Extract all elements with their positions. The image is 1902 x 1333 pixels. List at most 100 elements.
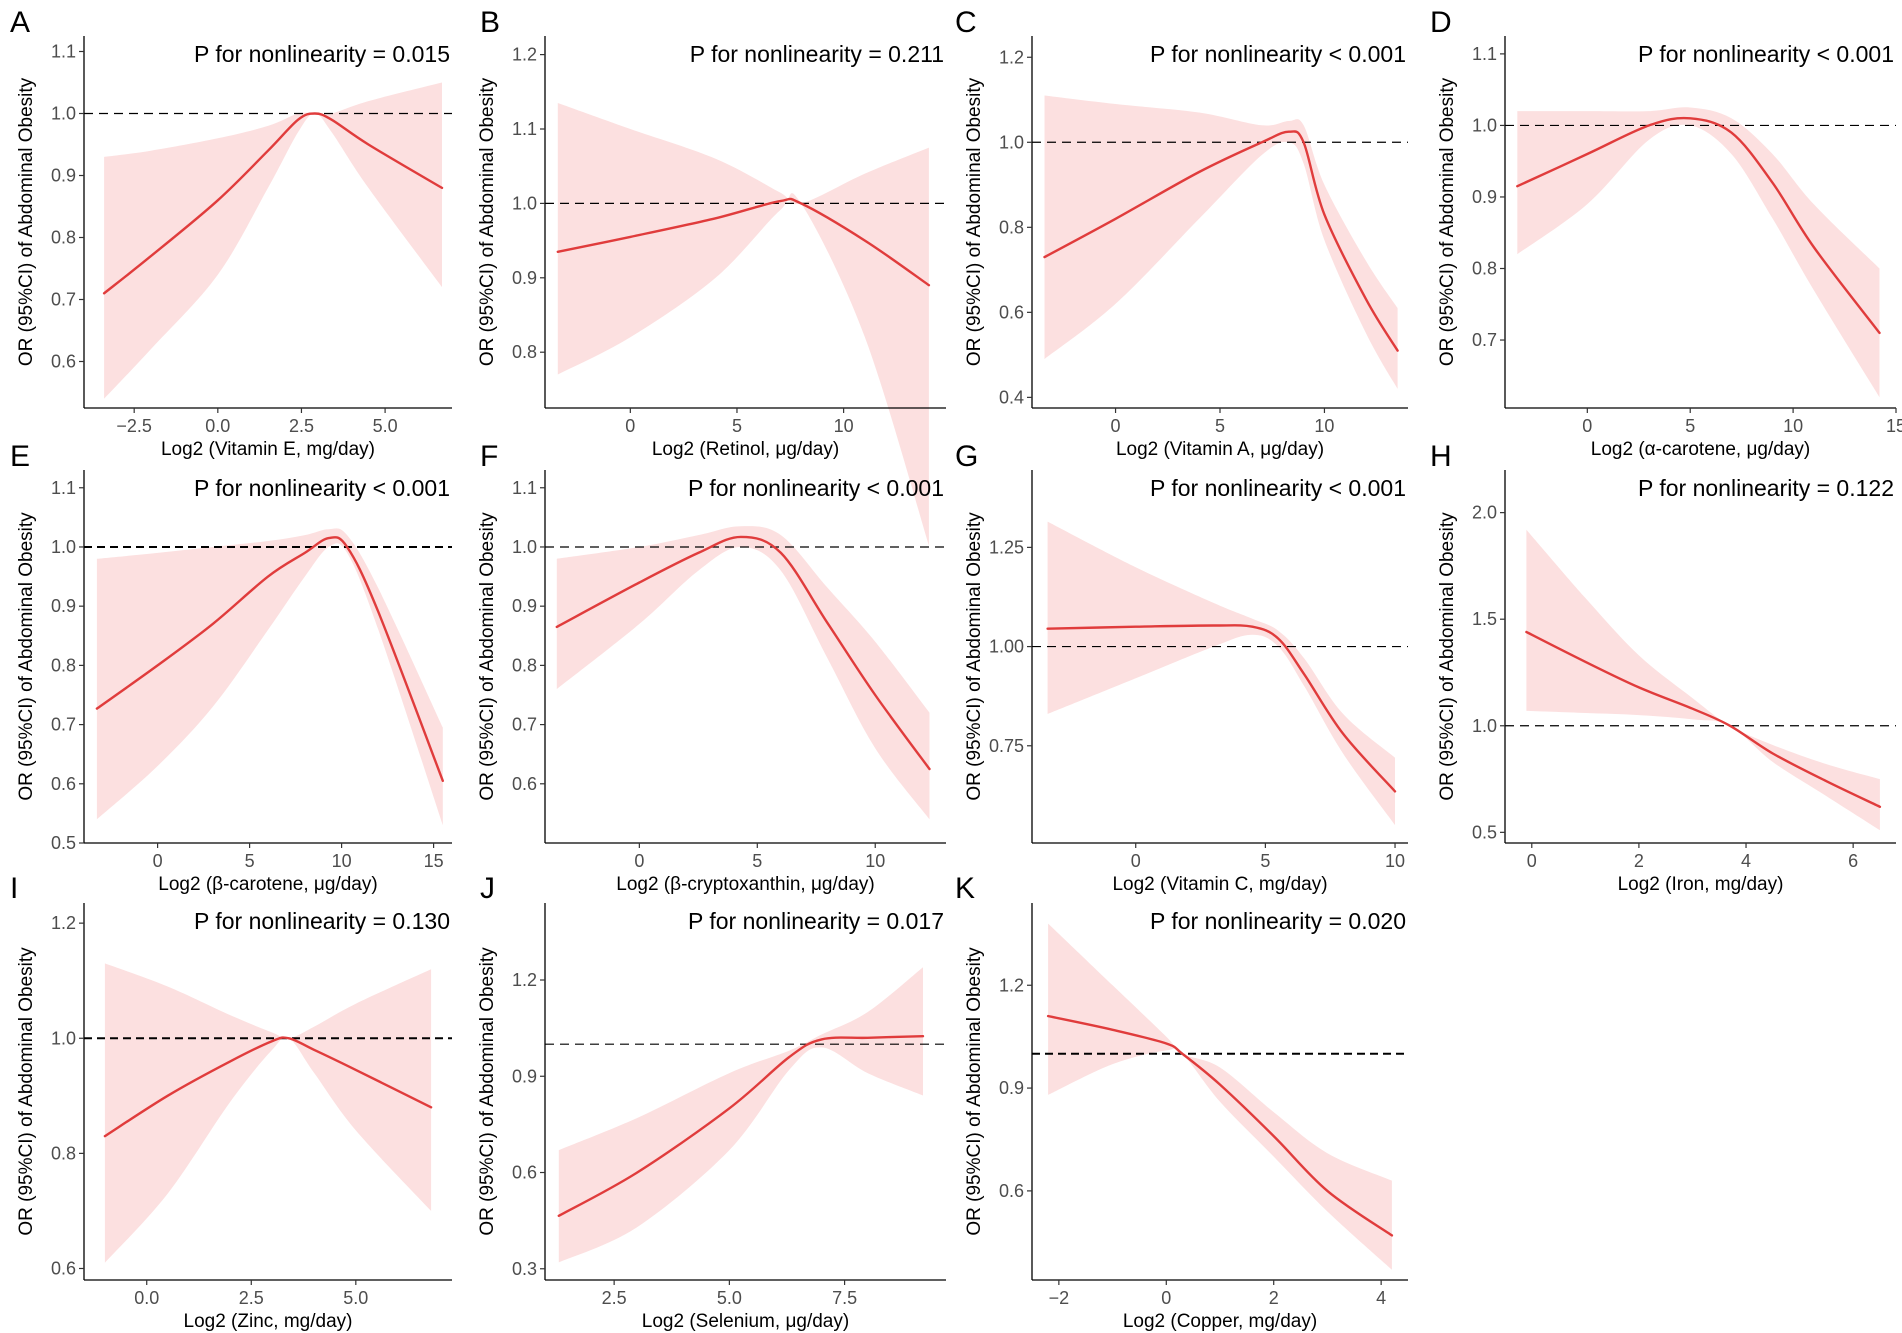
y-axis-title: OR (95%CI) of Abdominal Obesity bbox=[477, 947, 498, 1236]
y-tick-label: 0.7 bbox=[51, 715, 76, 735]
y-tick-label: 0.4 bbox=[999, 387, 1024, 407]
panel-letter: J bbox=[480, 872, 495, 905]
panel-h: 0.5 1.0 1.5 2.0 0 2 4 6 Log2 (Iron, mg/day) OR (9… bbox=[1430, 440, 1896, 895]
p-nonlinearity-label: P for nonlinearity < 0.001 bbox=[194, 475, 450, 501]
y-tick-label: 1.2 bbox=[999, 47, 1024, 67]
x-axis-title: Log2 (Copper, mg/day) bbox=[1123, 1311, 1317, 1332]
y-tick-label: 0.9 bbox=[512, 268, 537, 288]
x-tick-label: 2 bbox=[1634, 851, 1644, 871]
or-curve bbox=[557, 1035, 925, 1217]
x-tick-label: 5 bbox=[752, 851, 762, 871]
or-curve bbox=[102, 112, 444, 295]
p-nonlinearity-label: P for nonlinearity < 0.001 bbox=[688, 475, 944, 501]
y-tick-label: 0.6 bbox=[51, 352, 76, 372]
y-tick-label: 0.9 bbox=[999, 1078, 1024, 1098]
x-tick-label: 5 bbox=[1260, 851, 1270, 871]
p-nonlinearity-label: P for nonlinearity = 0.122 bbox=[1638, 475, 1894, 501]
x-tick-label: 0.0 bbox=[134, 1288, 159, 1308]
p-nonlinearity-label: P for nonlinearity = 0.020 bbox=[1150, 908, 1406, 934]
y-tick-label: 1.0 bbox=[512, 193, 537, 213]
y-tick-label: 0.8 bbox=[51, 228, 76, 248]
or-curve bbox=[95, 536, 444, 782]
y-tick-label: 1.0 bbox=[512, 537, 537, 557]
panel-letter: B bbox=[480, 6, 500, 39]
x-tick-label: 0 bbox=[1161, 1288, 1171, 1308]
ci-band bbox=[1048, 923, 1392, 1270]
y-tick-label: 1.0 bbox=[1472, 716, 1497, 736]
y-tick-label: 0.5 bbox=[51, 833, 76, 853]
y-axis-title: OR (95%CI) of Abdominal Obesity bbox=[964, 77, 985, 366]
x-tick-label: 5.0 bbox=[717, 1288, 742, 1308]
x-tick-label: 10 bbox=[1783, 416, 1803, 436]
y-axis-title: OR (95%CI) of Abdominal Obesity bbox=[964, 512, 985, 801]
panel-letter: A bbox=[10, 6, 30, 39]
ci-band bbox=[557, 103, 929, 546]
y-tick-label: 1.1 bbox=[512, 478, 537, 498]
x-axis-title: Log2 (β-cryptoxanthin, μg/day) bbox=[616, 874, 874, 895]
ci-band bbox=[104, 963, 432, 1263]
y-axis-title: OR (95%CI) of Abdominal Obesity bbox=[16, 947, 37, 1236]
y-tick-label: 0.9 bbox=[1472, 187, 1497, 207]
y-tick-label: 1.1 bbox=[51, 42, 76, 62]
y-tick-label: 0.6 bbox=[512, 1163, 537, 1183]
ci-band bbox=[1526, 529, 1880, 831]
y-tick-label: 0.9 bbox=[512, 1066, 537, 1086]
panel-f: 0.6 0.7 0.8 0.9 1.0 1.1 0 5 10 Log2 (β-cryptoxant… bbox=[477, 440, 946, 895]
y-tick-label: 1.0 bbox=[51, 1028, 76, 1048]
p-nonlinearity-label: P for nonlinearity = 0.017 bbox=[688, 908, 944, 934]
x-axis-title: Log2 (Retinol, μg/day) bbox=[652, 439, 839, 460]
x-axis-title: Log2 (Iron, mg/day) bbox=[1618, 874, 1784, 895]
or-curve bbox=[1046, 624, 1397, 793]
x-tick-label: 0 bbox=[1131, 851, 1141, 871]
y-axis-title: OR (95%CI) of Abdominal Obesity bbox=[1437, 77, 1458, 366]
or-curve bbox=[555, 535, 931, 771]
panel-c: 0.4 0.6 0.8 1.0 1.2 0 5 10 Log2 (Vitamin A, μg/d… bbox=[955, 6, 1408, 460]
ci-band bbox=[104, 82, 442, 399]
x-tick-label: 0 bbox=[1527, 851, 1537, 871]
x-tick-label: −2 bbox=[1049, 1288, 1070, 1308]
x-tick-label: 5.0 bbox=[343, 1288, 368, 1308]
panel-letter: F bbox=[480, 440, 498, 473]
x-tick-label: 4 bbox=[1741, 851, 1751, 871]
y-tick-label: 0.8 bbox=[512, 342, 537, 362]
p-nonlinearity-label: P for nonlinearity < 0.001 bbox=[1638, 41, 1894, 67]
x-tick-label: 2 bbox=[1269, 1288, 1279, 1308]
y-tick-label: 0.8 bbox=[51, 1143, 76, 1163]
panel-letter: G bbox=[955, 440, 978, 473]
panel-j: 0.3 0.6 0.9 1.2 2.5 5.0 7.5 Log2 (Selenium, μg/… bbox=[477, 872, 946, 1332]
x-axis-title: Log2 (Vitamin C, mg/day) bbox=[1112, 874, 1327, 895]
y-tick-label: 0.7 bbox=[1472, 330, 1497, 350]
panel-g: 0.75 1.00 1.25 0 5 10 Log2 (Vitamin C, mg/day)… bbox=[955, 440, 1408, 895]
y-tick-label: 1.5 bbox=[1472, 609, 1497, 629]
x-tick-label: 2.5 bbox=[602, 1288, 627, 1308]
y-tick-label: 0.9 bbox=[51, 166, 76, 186]
x-tick-label: 10 bbox=[865, 851, 885, 871]
x-tick-label: 4 bbox=[1376, 1288, 1386, 1308]
y-tick-label: 0.8 bbox=[999, 217, 1024, 237]
or-curve bbox=[1043, 130, 1399, 352]
y-tick-label: 1.1 bbox=[1472, 44, 1497, 64]
ci-band bbox=[1044, 95, 1398, 389]
x-axis-title: Log2 (Selenium, μg/day) bbox=[642, 1311, 849, 1332]
panel-k: 0.6 0.9 1.2 −2 0 2 4 Log2 (Copper, mg/day) OR (9… bbox=[955, 872, 1408, 1332]
y-tick-label: 0.6 bbox=[51, 1258, 76, 1278]
x-axis-title: Log2 (Vitamin E, mg/day) bbox=[161, 439, 375, 460]
panel-letter: I bbox=[10, 872, 18, 905]
x-tick-label: 0 bbox=[634, 851, 644, 871]
y-tick-label: 0.8 bbox=[1472, 259, 1497, 279]
y-tick-label: 1.0 bbox=[51, 537, 76, 557]
y-tick-label: 0.7 bbox=[512, 715, 537, 735]
x-tick-label: 15 bbox=[424, 851, 444, 871]
x-tick-label: 0 bbox=[1111, 416, 1121, 436]
p-nonlinearity-label: P for nonlinearity = 0.130 bbox=[194, 908, 450, 934]
x-tick-label: 10 bbox=[1314, 416, 1334, 436]
x-tick-label: 5.0 bbox=[373, 416, 398, 436]
or-curve bbox=[1516, 116, 1881, 335]
x-tick-label: 15 bbox=[1886, 416, 1902, 436]
or-curve bbox=[103, 1036, 433, 1138]
y-axis-title: OR (95%CI) of Abdominal Obesity bbox=[477, 77, 498, 366]
y-tick-label: 0.8 bbox=[51, 655, 76, 675]
y-tick-label: 0.5 bbox=[1472, 822, 1497, 842]
panel-letter: E bbox=[10, 440, 30, 473]
x-tick-label: 2.5 bbox=[239, 1288, 264, 1308]
